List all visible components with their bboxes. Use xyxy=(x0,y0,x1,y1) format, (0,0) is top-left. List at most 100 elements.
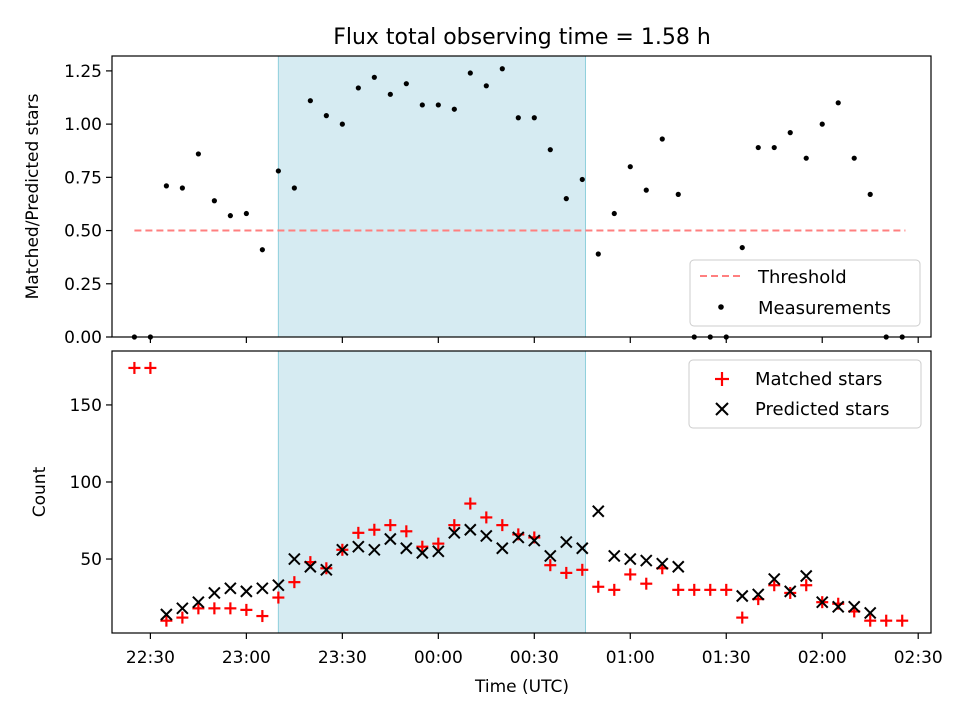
measurement-points xyxy=(131,66,905,340)
measurement-point xyxy=(675,191,681,197)
legend-matched-swatch xyxy=(715,372,729,386)
x-tick-label: 01:00 xyxy=(606,648,655,668)
y-tick-label: 0.75 xyxy=(64,168,102,188)
predicted-star-point xyxy=(624,552,637,566)
predicted-star-point xyxy=(496,542,509,555)
measurement-point xyxy=(755,144,761,151)
predicted-star-point xyxy=(464,523,477,536)
measurement-point xyxy=(419,102,425,108)
predicted-star-point xyxy=(176,602,189,615)
y-tick-label: 150 xyxy=(70,396,102,416)
measurement-point xyxy=(835,100,841,106)
predicted-star-point xyxy=(576,542,589,555)
measurement-point xyxy=(499,66,505,72)
matched-star-point xyxy=(256,610,269,623)
matched-star-points xyxy=(128,361,909,627)
predicted-star-point xyxy=(160,608,173,621)
matched-star-point xyxy=(592,580,605,593)
legend-threshold-label: Threshold xyxy=(757,267,847,288)
matched-star-point xyxy=(320,562,333,575)
measurement-point xyxy=(547,147,553,153)
measurement-point xyxy=(179,185,185,191)
measurement-point xyxy=(611,210,617,217)
matched-star-point xyxy=(704,583,717,596)
matched-star-point xyxy=(224,602,237,615)
predicted-star-point xyxy=(544,549,557,563)
matched-star-point xyxy=(272,591,285,604)
predicted-star-point xyxy=(224,582,237,595)
predicted-star-point xyxy=(736,589,749,603)
top-highlight-band xyxy=(277,55,586,338)
predicted-star-point xyxy=(448,526,461,540)
measurement-point xyxy=(483,83,489,89)
matched-star-point xyxy=(640,577,653,590)
measurement-point xyxy=(643,187,649,193)
measurement-point xyxy=(627,164,633,170)
matched-star-point xyxy=(720,583,733,596)
measurement-point xyxy=(595,251,601,257)
matched-star-point xyxy=(800,579,813,592)
matched-star-point xyxy=(432,537,445,550)
predicted-star-point xyxy=(480,529,493,543)
predicted-star-point xyxy=(192,595,205,609)
legend-predicted-swatch xyxy=(715,402,729,416)
y-tick-label: 0.00 xyxy=(64,328,102,348)
top-y-axis-label: Matched/Predicted stars xyxy=(23,93,43,299)
y-tick-label: 0.25 xyxy=(64,275,102,295)
matched-star-point xyxy=(448,519,461,532)
matched-star-point xyxy=(464,497,477,510)
x-tick-label: 23:00 xyxy=(222,648,271,668)
predicted-star-point xyxy=(672,560,685,573)
matched-star-point xyxy=(672,583,685,596)
measurement-point xyxy=(867,191,873,197)
measurement-point xyxy=(803,155,809,161)
matched-star-point xyxy=(384,519,397,532)
measurement-point xyxy=(579,176,585,183)
predicted-star-point xyxy=(208,586,221,600)
predicted-star-points xyxy=(160,505,877,621)
x-tick-label: 02:30 xyxy=(894,648,943,668)
predicted-star-point xyxy=(560,535,573,549)
matched-star-point xyxy=(608,583,621,596)
predicted-star-point xyxy=(272,579,285,592)
matched-star-point xyxy=(192,602,205,615)
predicted-star-point xyxy=(384,532,397,546)
measurement-point xyxy=(339,121,345,127)
measurement-point xyxy=(355,85,361,91)
predicted-star-point xyxy=(416,546,429,560)
matched-star-point xyxy=(352,526,365,539)
x-tick-label: 00:00 xyxy=(414,648,463,668)
top-x-ticks xyxy=(149,337,919,343)
matched-star-point xyxy=(416,540,429,553)
measurement-point xyxy=(291,185,297,191)
top-legend: Threshold Measurements xyxy=(689,259,921,327)
matched-star-point xyxy=(896,614,909,627)
legend-measurement-swatch xyxy=(718,304,724,310)
predicted-star-point xyxy=(320,563,333,577)
measurement-point xyxy=(211,198,217,204)
predicted-star-point xyxy=(256,582,269,595)
matched-star-point xyxy=(624,568,637,581)
predicted-star-point xyxy=(848,600,861,614)
matched-star-point xyxy=(144,361,157,374)
measurement-point xyxy=(563,196,569,202)
x-tick-label: 01:30 xyxy=(702,648,751,668)
predicted-star-point xyxy=(432,545,445,558)
measurement-point xyxy=(451,106,457,112)
measurement-point xyxy=(163,183,169,189)
matched-star-point xyxy=(688,583,701,596)
predicted-star-point xyxy=(304,560,317,573)
matched-star-point xyxy=(544,559,557,572)
measurement-point xyxy=(851,155,857,161)
y-tick-label: 100 xyxy=(70,473,102,493)
predicted-star-point xyxy=(592,505,605,518)
bottom-y-axis-label: Count xyxy=(30,466,50,517)
matched-star-point xyxy=(736,611,749,624)
measurement-point xyxy=(259,247,265,253)
predicted-star-point xyxy=(800,569,813,583)
predicted-star-point xyxy=(768,572,781,586)
bottom-y-ticks: 50 100 150 xyxy=(70,396,112,570)
predicted-star-point xyxy=(288,552,301,566)
legend-measurement-label: Measurements xyxy=(758,298,891,319)
top-legend-box xyxy=(689,259,921,327)
